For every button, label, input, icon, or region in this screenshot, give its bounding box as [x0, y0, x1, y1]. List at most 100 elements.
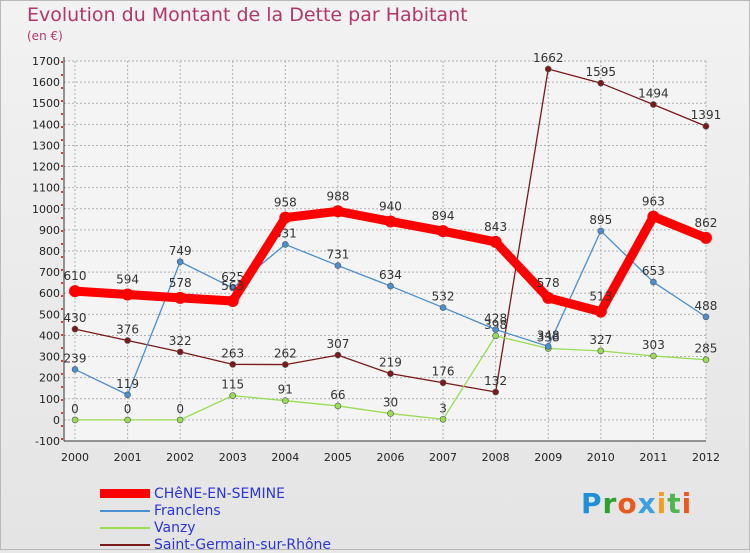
y-axis-marker	[61, 360, 63, 362]
data-point	[542, 291, 555, 304]
y-tick-label: 1500	[32, 97, 60, 110]
data-point	[334, 351, 342, 359]
y-tick-label: 1600	[32, 76, 60, 89]
y-axis-marker	[61, 412, 63, 414]
data-point	[331, 205, 344, 218]
data-point	[176, 258, 184, 266]
data-label: 348	[537, 328, 560, 342]
y-axis-marker	[61, 425, 63, 427]
y-axis-marker	[61, 61, 63, 63]
data-label: 731	[326, 248, 349, 262]
data-point	[439, 415, 447, 423]
legend-label: Franclens	[154, 502, 221, 519]
data-label: 322	[169, 334, 192, 348]
data-label: 66	[330, 388, 345, 402]
y-tick-label: 1100	[32, 182, 60, 195]
data-label: 327	[589, 333, 612, 347]
data-label: 594	[116, 272, 139, 286]
data-point	[176, 348, 184, 356]
data-point	[176, 416, 184, 424]
data-point	[597, 227, 605, 235]
y-axis-marker	[61, 178, 63, 180]
data-point	[597, 347, 605, 355]
y-axis-marker	[61, 386, 63, 388]
data-point	[71, 416, 79, 424]
data-label: 843	[484, 220, 507, 234]
x-tick-label: 2005	[324, 451, 352, 464]
data-label: 219	[379, 356, 402, 370]
data-label: 513	[589, 290, 612, 304]
data-label: 115	[221, 378, 244, 392]
y-tick-label: 300	[39, 351, 60, 364]
data-point	[489, 235, 502, 248]
y-axis-marker	[61, 217, 63, 219]
x-tick-label: 2003	[219, 451, 247, 464]
data-label: 91	[278, 383, 293, 397]
data-point	[71, 366, 79, 373]
y-tick-label: 600	[39, 287, 60, 300]
data-label: 610	[64, 269, 87, 283]
x-tick-label: 2006	[376, 451, 404, 464]
chart-subtitle: (en €)	[27, 29, 63, 43]
data-label: 0	[124, 402, 132, 416]
data-label: 488	[695, 299, 718, 313]
data-point	[544, 343, 552, 350]
data-point	[439, 379, 447, 387]
legend-item: CHêNE-EN-SEMINE	[100, 485, 331, 502]
y-axis-marker	[61, 295, 63, 297]
data-label: 119	[116, 377, 139, 391]
x-tick-label: 2004	[271, 451, 299, 464]
y-axis-marker	[61, 191, 63, 193]
proxiti-logo: Proxiti	[581, 487, 693, 520]
data-point	[439, 304, 447, 311]
legend-swatch	[100, 489, 150, 498]
data-label: 0	[71, 402, 79, 416]
data-label: 563	[221, 279, 244, 293]
data-label: 749	[169, 244, 192, 258]
data-point	[334, 402, 342, 410]
data-label: 958	[274, 196, 297, 210]
y-tick-label: -100	[35, 435, 60, 448]
data-label: 862	[695, 216, 718, 230]
data-point	[174, 291, 187, 304]
data-point	[594, 305, 607, 318]
data-label: 262	[274, 347, 297, 361]
y-axis-marker	[61, 243, 63, 245]
data-label: 376	[116, 323, 139, 337]
y-tick-label: 900	[39, 224, 60, 237]
legend-label: Saint-Germain-sur-Rhône	[154, 536, 332, 553]
x-tick-label: 2009	[534, 451, 562, 464]
data-point	[699, 231, 712, 244]
legend: CHêNE-EN-SEMINE Franclens Vanzy Saint-Germa…	[100, 485, 331, 553]
data-label: 634	[379, 268, 402, 282]
data-point	[492, 332, 499, 340]
data-label: 398	[484, 318, 507, 332]
x-tick-label: 2012	[692, 451, 720, 464]
data-point	[437, 225, 450, 238]
y-axis-marker	[61, 256, 63, 258]
data-label: 132	[484, 374, 507, 388]
data-point	[647, 210, 660, 223]
y-tick-label: 100	[39, 393, 60, 406]
data-label: 895	[589, 213, 612, 227]
data-point	[702, 313, 710, 321]
data-label: 1595	[586, 65, 617, 79]
y-axis-marker	[61, 87, 63, 89]
y-axis-marker	[61, 373, 63, 375]
y-axis-marker	[61, 126, 63, 128]
x-tick-label: 2002	[166, 451, 194, 464]
data-label: 988	[326, 189, 349, 203]
data-label: 307	[326, 337, 349, 351]
x-tick-label: 2011	[639, 451, 667, 464]
data-label: 1662	[533, 51, 564, 65]
data-label: 285	[695, 342, 718, 356]
data-point	[544, 65, 552, 73]
data-point	[121, 288, 134, 301]
legend-swatch	[100, 509, 150, 512]
legend-swatch	[100, 526, 150, 529]
data-label: 1391	[691, 108, 722, 122]
data-point	[597, 79, 605, 87]
legend-swatch	[100, 543, 150, 546]
legend-label: CHêNE-EN-SEMINE	[154, 485, 285, 502]
y-axis-marker	[61, 308, 63, 310]
